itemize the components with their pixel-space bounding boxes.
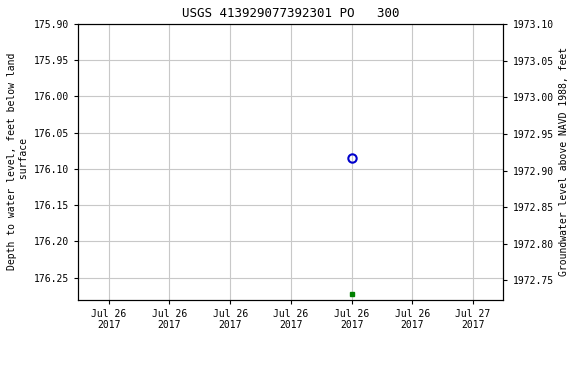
Y-axis label: Depth to water level, feet below land
 surface: Depth to water level, feet below land su… <box>7 53 29 270</box>
Title: USGS 413929077392301 PO   300: USGS 413929077392301 PO 300 <box>182 7 400 20</box>
Y-axis label: Groundwater level above NAVD 1988, feet: Groundwater level above NAVD 1988, feet <box>559 47 569 276</box>
